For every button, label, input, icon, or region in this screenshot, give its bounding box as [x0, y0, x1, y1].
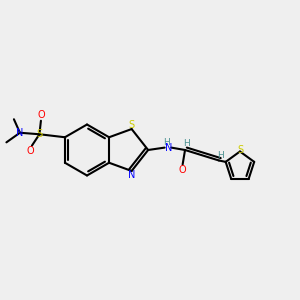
Text: H: H: [217, 151, 224, 160]
Text: S: S: [238, 145, 244, 155]
Text: S: S: [36, 129, 43, 139]
Text: N: N: [128, 170, 135, 181]
Text: H: H: [183, 140, 190, 148]
Text: O: O: [37, 110, 45, 120]
Text: H: H: [163, 138, 169, 147]
Text: N: N: [164, 142, 172, 153]
Text: N: N: [16, 128, 24, 138]
Text: O: O: [27, 146, 34, 156]
Text: S: S: [129, 119, 135, 130]
Text: O: O: [178, 165, 186, 175]
